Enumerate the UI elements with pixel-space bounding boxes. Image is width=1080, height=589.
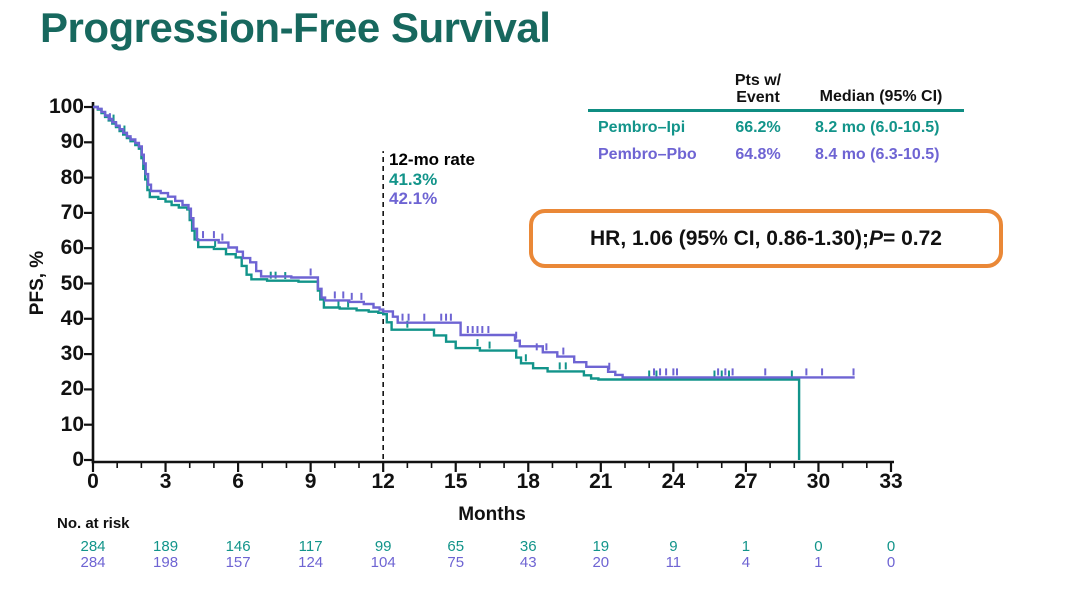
risk-count-pembro-pbo: 4 <box>741 554 751 571</box>
y-tick-label-80: 80 <box>60 165 84 189</box>
x-tick-label-3: 3 <box>159 470 172 493</box>
y-tick-label-10: 10 <box>60 412 84 436</box>
no-at-risk-label: No. at risk <box>57 515 130 532</box>
risk-count-pembro-pbo: 43 <box>519 554 537 571</box>
x-tick-label-27: 27 <box>734 470 758 493</box>
risk-count-pembro-pbo: 198 <box>153 554 179 571</box>
summary-table-rule <box>588 109 964 112</box>
p-symbol: P <box>868 226 883 250</box>
twelve-month-rate-annotation: 12-mo rate 41.3% 42.1% <box>389 150 475 209</box>
y-tick-label-100: 100 <box>48 95 84 118</box>
summary-row-pembro-pbo-name: Pembro–Pbo <box>598 146 697 163</box>
x-tick-label-24: 24 <box>661 470 686 493</box>
risk-count-pembro-pbo: 124 <box>298 554 324 571</box>
risk-count-pembro-pbo: 0 <box>886 554 896 571</box>
risk-count-pembro-pbo: 1 <box>814 554 823 571</box>
x-tick-label-30: 30 <box>806 470 831 493</box>
risk-count-pembro-ipi: 146 <box>225 538 251 555</box>
twelve-month-rate-pembro-pbo: 42.1% <box>389 189 438 208</box>
x-tick-label-18: 18 <box>516 470 540 493</box>
x-tick-label-21: 21 <box>589 470 613 493</box>
risk-count-pembro-ipi: 189 <box>153 538 179 555</box>
summary-row-pembro-ipi-name: Pembro–Ipi <box>598 119 686 136</box>
risk-count-pembro-pbo: 284 <box>80 554 106 571</box>
summary-row-pembro-ipi-event: 66.2% <box>735 119 781 136</box>
risk-count-pembro-ipi: 9 <box>669 538 678 555</box>
summary-row-pembro-pbo-event: 64.8% <box>735 146 781 163</box>
risk-count-pembro-ipi: 0 <box>814 538 823 555</box>
x-tick-label-9: 9 <box>304 470 317 493</box>
risk-count-pembro-ipi: 19 <box>592 538 610 555</box>
risk-count-pembro-pbo: 104 <box>370 554 396 571</box>
x-tick-label-12: 12 <box>371 470 395 493</box>
x-tick-label-33: 33 <box>879 470 903 493</box>
risk-count-pembro-ipi: 0 <box>886 538 896 555</box>
y-tick-label-70: 70 <box>60 200 84 224</box>
risk-count-pembro-pbo: 20 <box>592 554 610 571</box>
risk-count-pembro-ipi: 284 <box>80 538 106 555</box>
km-curve-pembro-pbo <box>93 105 855 379</box>
risk-count-pembro-ipi: 36 <box>519 538 537 555</box>
x-tick-label-6: 6 <box>232 470 244 493</box>
x-tick-label-0: 0 <box>87 470 99 493</box>
risk-count-pembro-ipi: 117 <box>298 538 323 555</box>
twelve-month-rate-label: 12-mo rate <box>389 150 475 169</box>
summary-table-header-median: Median (95% CI) <box>819 88 943 105</box>
x-tick-label-15: 15 <box>444 470 468 493</box>
summary-table-header-pts-w-event: Pts w/ Event <box>734 72 782 106</box>
y-tick-label-90: 90 <box>60 130 84 154</box>
x-axis-title: Months <box>458 504 526 525</box>
risk-count-pembro-ipi: 65 <box>447 538 465 555</box>
risk-count-pembro-pbo: 157 <box>225 554 251 571</box>
y-tick-label-30: 30 <box>60 342 84 366</box>
twelve-month-rate-pembro-ipi: 41.3% <box>389 169 438 189</box>
y-tick-label-0: 0 <box>72 448 84 471</box>
y-tick-label-20: 20 <box>60 377 84 401</box>
risk-count-pembro-pbo: 11 <box>665 554 682 571</box>
hazard-ratio-callout: HR, 1.06 (95% CI, 0.86-1.30); P = 0.72 <box>529 209 1003 268</box>
y-tick-label-50: 50 <box>60 271 84 295</box>
risk-count-pembro-ipi: 1 <box>741 538 751 555</box>
summary-row-pembro-pbo-median: 8.4 mo (6.3-10.5) <box>815 146 940 163</box>
slide-title: Progression-Free Survival <box>40 4 551 51</box>
risk-count-pembro-pbo: 75 <box>447 554 465 571</box>
risk-count-pembro-ipi: 99 <box>374 538 392 555</box>
y-tick-label-40: 40 <box>60 306 84 330</box>
y-tick-label-60: 60 <box>60 236 84 260</box>
summary-row-pembro-ipi-median: 8.2 mo (6.0-10.5) <box>815 119 940 136</box>
